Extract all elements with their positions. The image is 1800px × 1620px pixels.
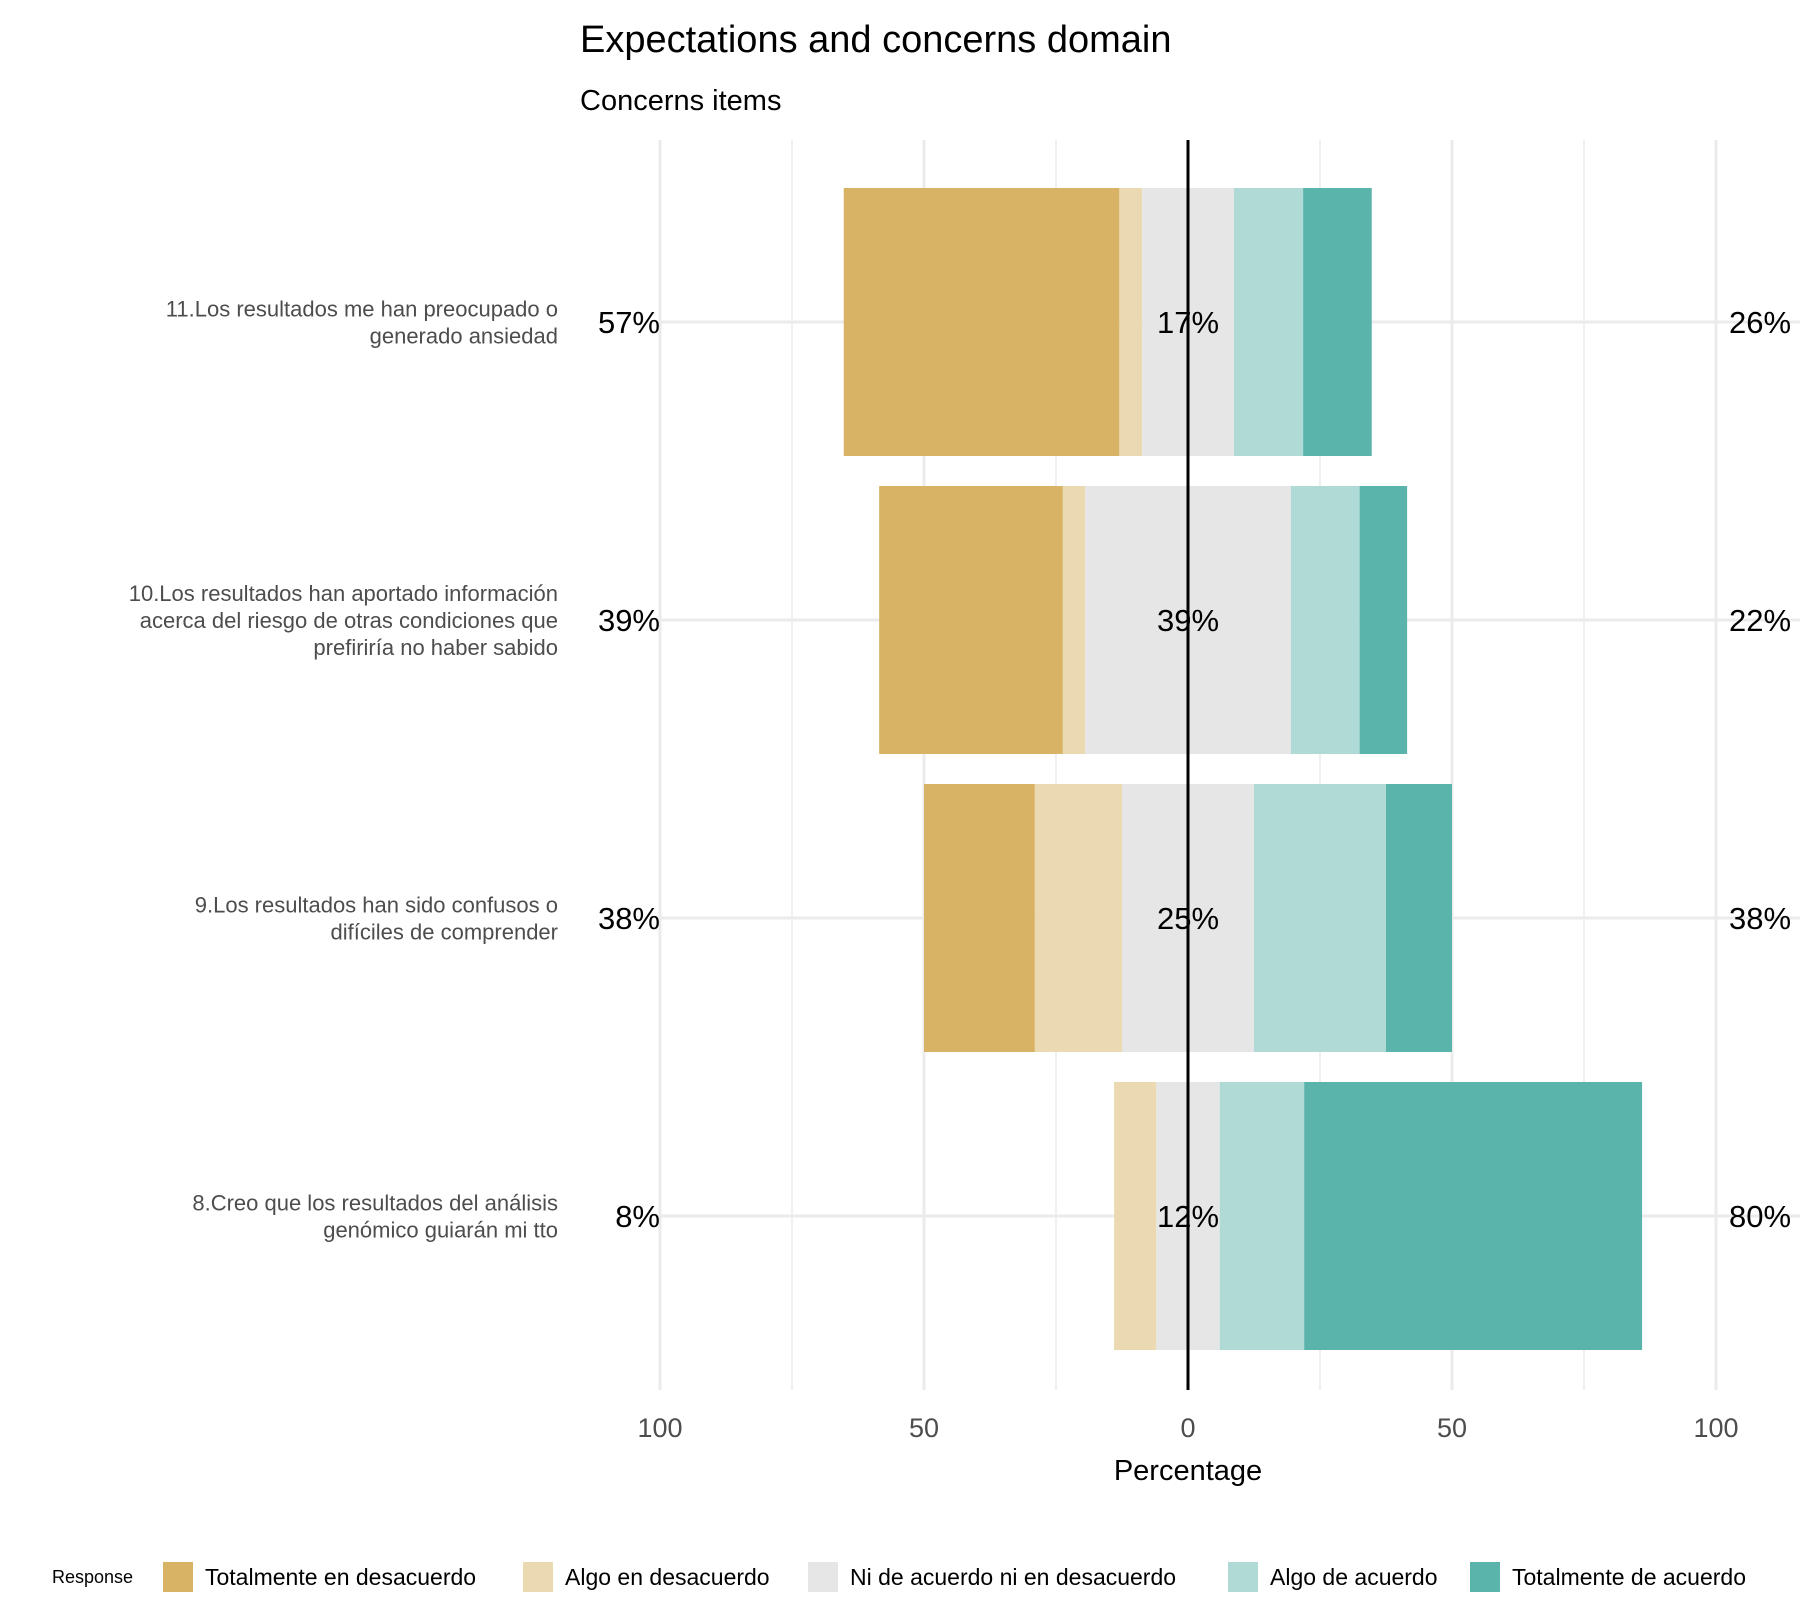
bar-segment [1386,784,1452,1052]
bar-segment [1034,784,1122,1052]
low-percent-label: 39% [598,603,660,638]
legend-key [808,1562,838,1592]
high-percent-label: 26% [1729,305,1791,340]
neutral-percent-label: 12% [1157,1199,1219,1234]
x-tick-label: 100 [637,1413,682,1443]
bar-segment [1233,188,1304,456]
bar-segment [924,784,1035,1052]
item-label: acerca del riesgo de otras condiciones q… [140,608,558,633]
bar-segment [1359,486,1408,754]
bar-segment [1219,1082,1305,1350]
legend-key [523,1562,553,1592]
item-label: 8.Creo que los resultados del análisis [192,1191,558,1216]
legend-label: Algo de acuerdo [1270,1564,1438,1590]
legend: Response Totalmente en desacuerdo Algo en… [52,1562,1746,1592]
x-axis-title: Percentage [1114,1455,1262,1487]
legend-key [1470,1562,1500,1592]
high-percent-label: 38% [1729,901,1791,936]
bar-segment [843,188,1120,456]
low-percent-label: 8% [615,1199,660,1234]
x-tick-label: 0 [1180,1413,1195,1443]
item-label: 11.Los resultados me han preocupado o [166,297,558,322]
neutral-percent-label: 25% [1157,901,1219,936]
bar-segment [1119,188,1143,456]
chart-subtitle: Concerns items [580,85,781,117]
low-percent-label: 57% [598,305,660,340]
x-axis-ticks: 100 50 0 50 100 [637,1413,1738,1443]
legend-label: Totalmente de acuerdo [1512,1564,1746,1590]
bar-segment [1290,486,1360,754]
chart-title: Expectations and concerns domain [580,19,1171,61]
item-label: 10.Los resultados han aportado informaci… [129,581,558,606]
neutral-percent-label: 39% [1157,603,1219,638]
legend-label: Ni de acuerdo ni en desacuerdo [850,1564,1176,1590]
legend-label: Totalmente en desacuerdo [205,1564,476,1590]
bar-segment [1254,784,1386,1052]
x-tick-label: 50 [1437,1413,1467,1443]
legend-title: Response [52,1567,133,1587]
item-label: 9.Los resultados han sido confusos o [195,893,558,918]
bar-segment [1114,1082,1157,1350]
item-label: difíciles de comprender [331,920,558,945]
item-label: generado ansiedad [370,324,558,349]
bar-segment [879,486,1063,754]
percent-labels: 57% 17% 26% 39% 39% 22% 38% 25% 38% 8% 12% 80% [598,305,1791,1234]
item-labels: 11.Los resultados me han preocupado ogen… [129,297,558,1243]
x-tick-label: 50 [909,1413,939,1443]
bars [843,188,1643,1350]
bar-segment [1062,486,1086,754]
x-tick-label: 100 [1693,1413,1738,1443]
legend-label: Algo en desacuerdo [565,1564,770,1590]
legend-key [1228,1562,1258,1592]
high-percent-label: 22% [1729,603,1791,638]
high-percent-label: 80% [1729,1199,1791,1234]
neutral-percent-label: 17% [1157,305,1219,340]
bar-segment [1303,188,1372,456]
legend-key [163,1562,193,1592]
bar-segment [1304,1082,1643,1350]
item-label: prefiriría no haber sabido [313,635,558,660]
item-label: genómico guiarán mi tto [323,1218,558,1243]
low-percent-label: 38% [598,901,660,936]
